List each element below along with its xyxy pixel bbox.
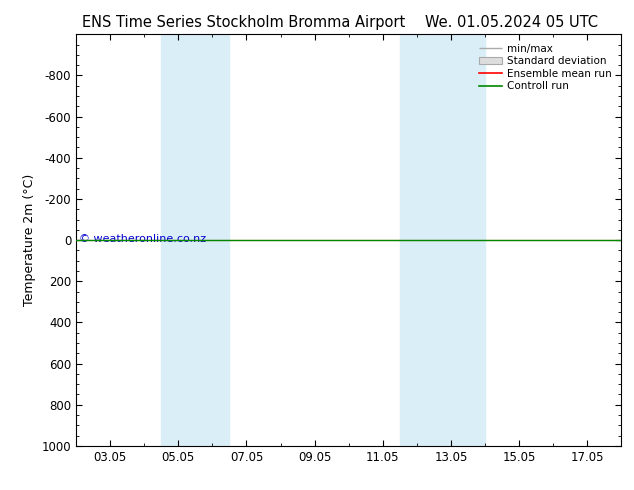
Legend: min/max, Standard deviation, Ensemble mean run, Controll run: min/max, Standard deviation, Ensemble me…	[475, 40, 616, 96]
Bar	[400, 34, 485, 446]
Y-axis label: Temperature 2m (°C): Temperature 2m (°C)	[23, 174, 36, 306]
Text: © weatheronline.co.nz: © weatheronline.co.nz	[79, 234, 206, 245]
Text: We. 01.05.2024 05 UTC: We. 01.05.2024 05 UTC	[425, 15, 598, 30]
Text: ENS Time Series Stockholm Bromma Airport: ENS Time Series Stockholm Bromma Airport	[82, 15, 406, 30]
Bar	[161, 34, 230, 446]
